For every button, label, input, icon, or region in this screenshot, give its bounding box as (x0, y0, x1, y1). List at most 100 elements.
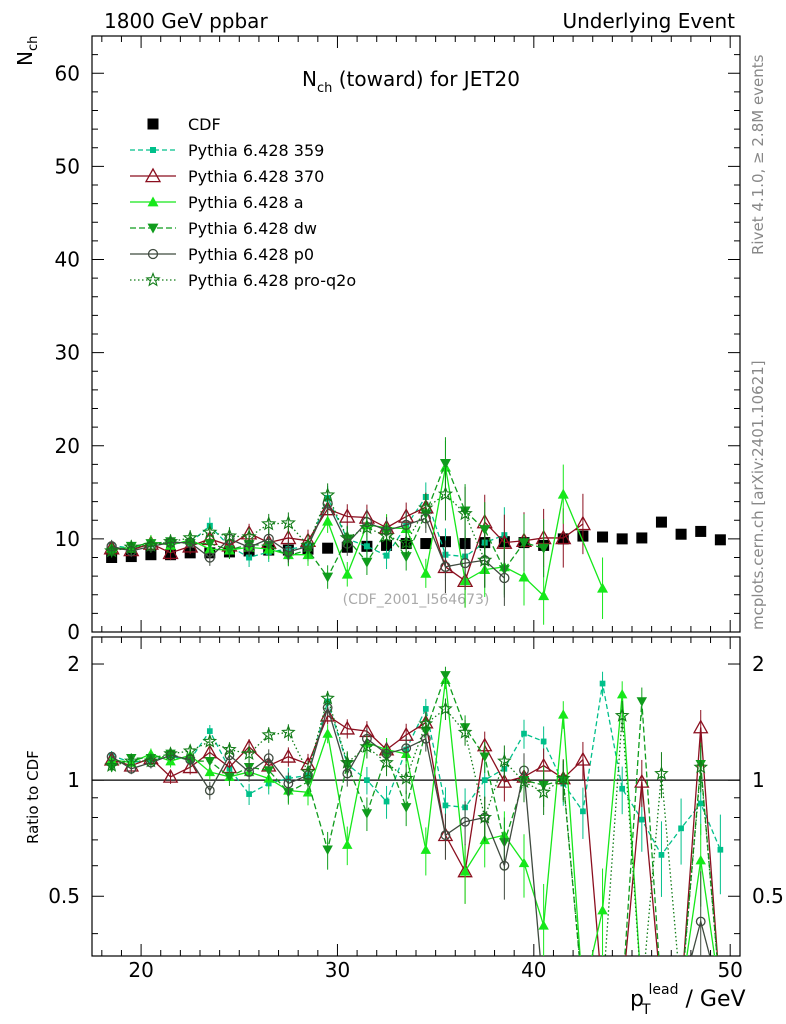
marker-p0 (263, 753, 274, 764)
marker-pro-q2o (281, 724, 296, 739)
marker-359 (580, 808, 586, 815)
marker-a (342, 839, 353, 849)
marker-dw (439, 459, 451, 469)
marker-pro-q2o (418, 500, 434, 515)
marker-p0 (401, 743, 412, 754)
cdf-marker (147, 118, 159, 130)
marker-a (538, 920, 549, 930)
marker-pro-q2o (162, 533, 179, 549)
marker-359 (206, 728, 213, 734)
marker-dw (636, 697, 648, 707)
y-axis-label: Nch (13, 36, 41, 66)
marker-370 (182, 759, 198, 774)
ratio-panel-data (103, 666, 724, 956)
marker-pro-q2o (359, 739, 375, 754)
mcplots-reference-label: mcplots.cern.ch [arXiv:2401.10621] (749, 360, 767, 630)
marker-pro-q2o (123, 753, 139, 768)
ratio-tick-label: 1 (67, 768, 80, 792)
marker-pro-q2o (457, 505, 473, 521)
analysis-category: Underlying Event (562, 9, 735, 33)
marker-p0 (147, 248, 159, 260)
marker-359 (481, 777, 488, 783)
legend: CDF Pythia 6.428 359 Pythia 6.428 370 Pythi… (130, 115, 356, 290)
marker-pro-q2o (104, 542, 120, 558)
marker-a (597, 582, 609, 593)
marker-a (420, 844, 432, 854)
cdf-marker (675, 528, 687, 540)
y-tick-label: 30 (55, 341, 80, 365)
marker-359 (638, 816, 645, 823)
marker-pro-q2o (261, 515, 277, 531)
marker-359 (599, 680, 606, 687)
marker-a (322, 515, 334, 526)
marker-dw (204, 539, 216, 550)
cdf-marker (145, 549, 157, 561)
marker-pro-q2o (437, 486, 454, 501)
marker-pro-q2o (516, 774, 532, 789)
marker-a (616, 688, 628, 699)
marker-359 (619, 785, 626, 792)
marker-dw (361, 557, 373, 568)
marker-pro-q2o (359, 519, 375, 535)
y-tick-label: 0 (67, 620, 80, 644)
cdf-marker (597, 531, 609, 543)
marker-pro-q2o (477, 809, 493, 824)
marker-a (420, 567, 432, 578)
marker-dw (224, 772, 235, 783)
analysis-watermark: (CDF_2001_I564673) (343, 592, 490, 608)
marker-p0 (499, 860, 510, 871)
y-tick-label: 20 (55, 434, 80, 458)
marker-359 (422, 706, 429, 712)
ratio-tick-label-right: 1 (752, 768, 765, 792)
marker-pro-q2o (320, 690, 335, 705)
marker-pro-q2o (477, 552, 493, 567)
marker-p0 (204, 552, 215, 563)
x-tick-label: 20 (128, 958, 153, 982)
marker-370 (496, 773, 513, 788)
marker-370 (692, 719, 709, 734)
marker-dw (361, 809, 373, 819)
marker-370 (144, 167, 162, 183)
marker-359 (150, 147, 156, 153)
marker-pro-q2o (123, 539, 139, 554)
marker-a (204, 766, 216, 777)
marker-dw (263, 766, 274, 776)
marker-359 (363, 543, 370, 550)
ratio-axis-label: Ratio to CDF (24, 750, 42, 844)
process-label: 1800 GeV ppbar (104, 9, 268, 33)
marker-pro-q2o (241, 746, 257, 761)
marker-370 (319, 707, 336, 722)
legend-label: Pythia 6.428 dw (188, 219, 317, 238)
marker-pro-q2o (339, 754, 355, 769)
main-panel-data (103, 437, 726, 625)
marker-p0 (283, 546, 294, 558)
marker-dw (538, 543, 550, 554)
marker-370 (574, 515, 592, 531)
marker-pro-q2o (182, 529, 198, 545)
marker-a (597, 904, 608, 915)
marker-pro-q2o (693, 759, 709, 774)
marker-dw (479, 752, 490, 762)
marker-370 (280, 748, 297, 763)
marker-pro-q2o (378, 528, 395, 543)
marker-370 (339, 508, 356, 523)
marker-359 (246, 554, 253, 561)
marker-pro-q2o (398, 534, 414, 550)
marker-pro-q2o (104, 757, 119, 772)
marker-359 (383, 798, 390, 805)
marker-370 (575, 751, 591, 766)
marker-370 (162, 544, 179, 560)
legend-label: Pythia 6.428 359 (188, 141, 324, 160)
marker-370 (162, 768, 179, 783)
x-tick-label: 30 (325, 958, 350, 982)
marker-dw (322, 572, 334, 583)
marker-a (341, 568, 353, 579)
marker-pro-q2o (163, 746, 178, 761)
cdf-marker (420, 538, 432, 550)
marker-pro-q2o (555, 770, 571, 785)
ratio-tick-label-right: 0.5 (752, 884, 784, 908)
marker-pro-q2o (654, 765, 669, 780)
marker-p0 (460, 816, 471, 827)
marker-pro-q2o (614, 707, 630, 722)
marker-pro-q2o (143, 537, 159, 552)
